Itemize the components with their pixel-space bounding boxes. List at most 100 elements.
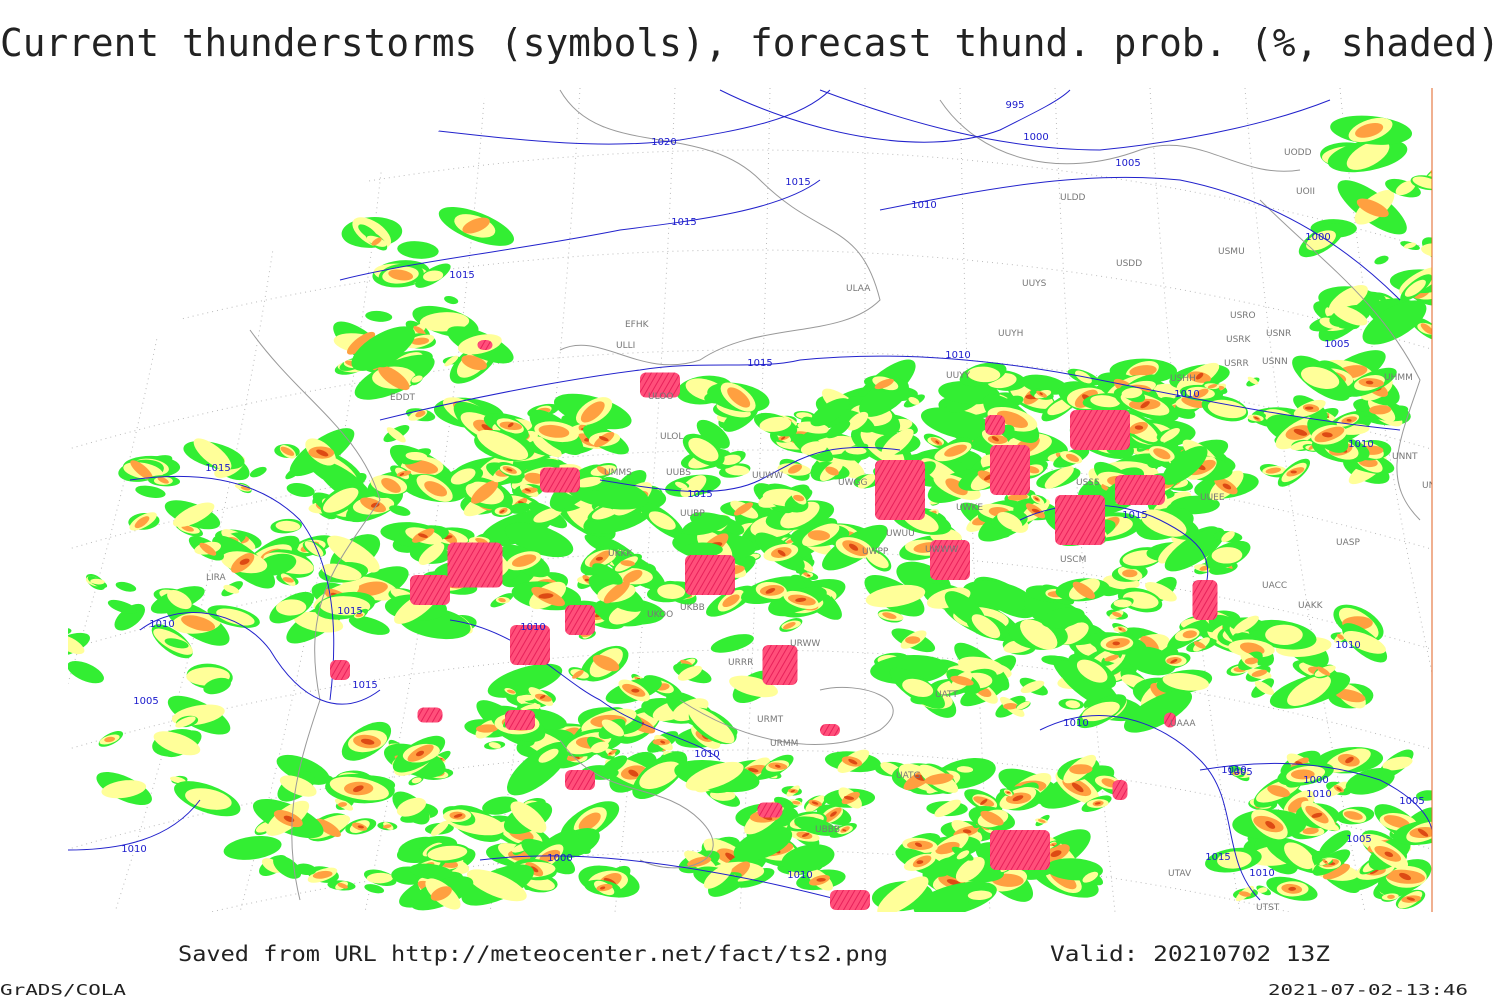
shade-blob xyxy=(1387,894,1395,899)
storm-cluster xyxy=(985,415,1005,435)
shade-blob xyxy=(781,844,835,873)
shade-blob xyxy=(411,777,422,784)
storm-cluster xyxy=(410,575,450,605)
shade-blob xyxy=(1238,891,1251,897)
storm-cluster xyxy=(1055,495,1105,545)
shade-blob xyxy=(1316,666,1331,676)
shade-blob xyxy=(164,638,189,649)
shade-blob xyxy=(1290,769,1315,780)
isobar xyxy=(139,612,381,705)
shade-blob xyxy=(1145,582,1177,602)
shade-blob xyxy=(788,464,802,474)
isobar-label: 1015 xyxy=(205,463,230,474)
shade-blob xyxy=(807,574,811,577)
isobar-label: 1005 xyxy=(133,696,158,707)
shade-blob xyxy=(1290,470,1297,474)
station-label: UHMM xyxy=(1384,373,1413,383)
isobar-label: 1010 xyxy=(149,619,174,630)
shade-blob xyxy=(967,890,993,900)
shade-blob xyxy=(1395,180,1416,196)
shade-blob xyxy=(1134,425,1144,430)
shade-blob xyxy=(539,695,546,699)
shade-blob xyxy=(396,797,427,817)
shade-blob xyxy=(710,634,754,653)
shade-blob xyxy=(415,750,425,757)
shade-blob xyxy=(765,587,776,594)
isobar-label: 1010 xyxy=(787,870,812,881)
isobar-label: 1010 xyxy=(1306,789,1331,800)
station-label: UUYS xyxy=(1022,279,1047,289)
station-label: USRO xyxy=(1230,311,1256,321)
shade-blob xyxy=(870,654,949,685)
shade-blob xyxy=(800,441,828,456)
isobar xyxy=(599,446,901,492)
shade-blob xyxy=(648,511,676,530)
shade-blob xyxy=(592,563,623,585)
shade-blob xyxy=(280,446,295,456)
shade-blob xyxy=(249,466,267,478)
shade-blob xyxy=(216,608,255,626)
shade-blob xyxy=(1020,680,1045,694)
coastline xyxy=(559,89,881,366)
shade-blob xyxy=(845,446,867,455)
shade-blob xyxy=(381,477,401,493)
shade-blob xyxy=(523,876,555,891)
storm-cluster xyxy=(540,467,580,493)
shade-blob xyxy=(1121,387,1143,399)
shade-blob xyxy=(175,716,196,728)
shade-blob xyxy=(944,444,967,457)
shade-blob xyxy=(312,870,333,879)
shade-blob xyxy=(848,758,858,765)
station-label: ULOL xyxy=(660,432,683,442)
thunderstorm-symbols xyxy=(330,340,1218,910)
shade-blob xyxy=(783,622,796,630)
shade-blob xyxy=(956,850,970,860)
shade-blob xyxy=(1406,897,1416,901)
shade-blob xyxy=(608,752,612,755)
shade-blob xyxy=(366,872,394,884)
station-label: URRR xyxy=(728,658,753,668)
station-label: UWUU xyxy=(886,529,915,539)
isobar xyxy=(339,179,821,281)
shade-blob xyxy=(1417,828,1429,837)
shade-blob xyxy=(991,436,999,442)
shade-blob xyxy=(1311,812,1323,818)
shade-blob xyxy=(107,599,137,614)
isobar-label: 1010 xyxy=(911,200,936,211)
storm-cluster xyxy=(757,802,783,818)
shade-blob xyxy=(590,741,609,754)
shade-blob xyxy=(355,613,364,618)
isobar-label: 1005 xyxy=(1346,834,1371,845)
storm-cluster xyxy=(447,542,503,588)
shade-blob xyxy=(397,241,439,259)
shade-blob xyxy=(1247,376,1259,385)
isobar-label: 1010 xyxy=(945,350,970,361)
shade-blob xyxy=(774,796,794,809)
shade-blob xyxy=(1153,448,1171,460)
station-label: ULLI xyxy=(616,341,635,351)
shade-blob xyxy=(623,569,643,583)
shade-blob xyxy=(316,449,329,457)
shade-blob xyxy=(1193,641,1206,649)
isobar-label: 1010 xyxy=(694,749,719,760)
station-label: USHH xyxy=(1170,374,1196,384)
station-label: USRR xyxy=(1224,359,1249,369)
shade-blob xyxy=(538,593,554,599)
shade-blob xyxy=(1170,658,1178,664)
shade-blob xyxy=(1003,702,1018,710)
storm-cluster xyxy=(477,340,493,350)
shade-blob xyxy=(1306,230,1336,251)
shade-blob xyxy=(962,580,1033,612)
shade-blob xyxy=(538,424,570,438)
isobar xyxy=(129,475,335,701)
shade-blob xyxy=(996,410,1028,428)
storm-cluster xyxy=(1192,580,1218,620)
shade-blob xyxy=(681,542,723,558)
shade-blob xyxy=(794,816,838,836)
shade-blob xyxy=(696,419,730,449)
shade-blob xyxy=(427,845,468,861)
shade-blob xyxy=(134,516,150,529)
station-label: UACC xyxy=(1262,581,1287,591)
shade-blob xyxy=(1321,432,1333,438)
station-label: UATG xyxy=(896,771,921,781)
